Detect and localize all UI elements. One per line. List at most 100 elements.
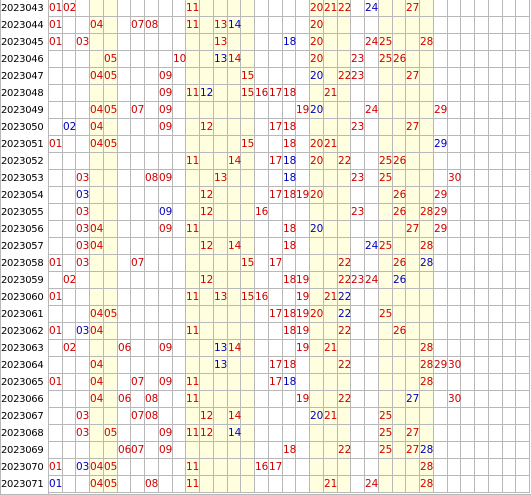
number-cell: 04 [90,68,104,85]
number-cell [475,442,489,459]
number-cell [406,85,420,102]
number-cell: 11 [186,85,200,102]
number-cell [475,238,489,255]
number-cell [448,442,461,459]
number-cell [145,119,159,136]
number-cell [255,51,269,68]
number-cell: 02 [63,340,76,357]
number-cell: 25 [379,408,393,425]
number-cell [269,425,283,442]
red-ball-number: 18 [283,138,297,150]
number-cell [214,68,228,85]
number-cell: 22 [338,391,351,408]
red-ball-number: 21 [324,342,338,354]
number-cell [489,255,503,272]
number-cell [475,34,489,51]
number-cell [503,17,516,34]
number-cell [324,170,338,187]
red-ball-number: 22 [338,325,352,337]
red-ball-number: 29 [434,189,448,201]
number-cell [241,391,255,408]
red-ball-number: 11 [186,87,200,99]
number-cell [489,476,503,493]
number-cell [186,68,200,85]
number-cell [310,391,324,408]
red-ball-number: 04 [90,70,104,82]
number-cell: 01 [49,289,63,306]
number-cell [131,119,145,136]
number-cell: 20 [310,221,324,238]
number-cell [214,442,228,459]
number-cell [338,119,351,136]
number-cell: 19 [296,306,310,323]
number-cell [90,425,104,442]
red-ball-number: 18 [283,121,297,133]
red-ball-number: 25 [379,444,393,456]
number-cell [269,51,283,68]
red-ball-number: 04 [90,308,104,320]
red-ball-number: 09 [159,121,173,133]
number-cell: 14 [228,408,241,425]
number-cell [475,459,489,476]
number-cell [159,136,173,153]
number-cell [118,119,131,136]
red-ball-number: 07 [131,19,145,31]
number-cell [489,17,503,34]
number-cell: 23 [351,170,365,187]
number-cell [118,34,131,51]
number-cell: 12 [200,119,214,136]
number-cell [393,306,406,323]
red-ball-number: 01 [49,138,63,150]
number-cell [379,136,393,153]
number-cell [214,102,228,119]
red-ball-number: 28 [420,342,434,354]
number-cell [475,374,489,391]
number-cell [241,323,255,340]
number-cell [379,221,393,238]
number-cell: 20 [310,136,324,153]
number-cell: 09 [159,425,173,442]
red-ball-number: 01 [49,376,63,388]
number-cell: 24 [365,238,379,255]
number-cell [118,289,131,306]
red-ball-number: 25 [379,308,393,320]
number-cell: 09 [159,340,173,357]
number-cell: 02 [63,0,76,17]
number-cell [448,289,461,306]
red-ball-number: 04 [90,376,104,388]
number-cell [173,425,186,442]
red-ball-number: 28 [420,478,434,490]
number-cell [214,153,228,170]
red-ball-number: 26 [393,155,407,167]
number-cell [173,357,186,374]
number-cell: 08 [145,391,159,408]
red-ball-number: 20 [310,53,324,65]
number-cell: 26 [393,272,406,289]
number-cell [241,459,255,476]
number-cell: 01 [49,136,63,153]
number-cell [145,425,159,442]
red-ball-number: 26 [393,257,407,269]
number-cell [90,204,104,221]
number-cell [200,255,214,272]
number-cell: 18 [283,272,296,289]
number-cell [324,34,338,51]
number-cell: 13 [214,17,228,34]
number-cell [503,425,516,442]
issue-number: 2023050 [1,122,44,133]
red-ball-number: 03 [76,36,90,48]
number-cell [296,170,310,187]
number-cell [434,442,448,459]
number-cell: 26 [393,255,406,272]
number-cell [406,170,420,187]
table-row: 2023046 05 10 13 14 20 23 25 26 [0,51,531,68]
number-cell [145,289,159,306]
number-cell: 09 [159,374,173,391]
number-cell [49,425,63,442]
number-cell [324,306,338,323]
number-cell [255,323,269,340]
number-cell [475,187,489,204]
number-cell [241,17,255,34]
number-cell [365,153,379,170]
red-ball-number: 04 [90,325,104,337]
